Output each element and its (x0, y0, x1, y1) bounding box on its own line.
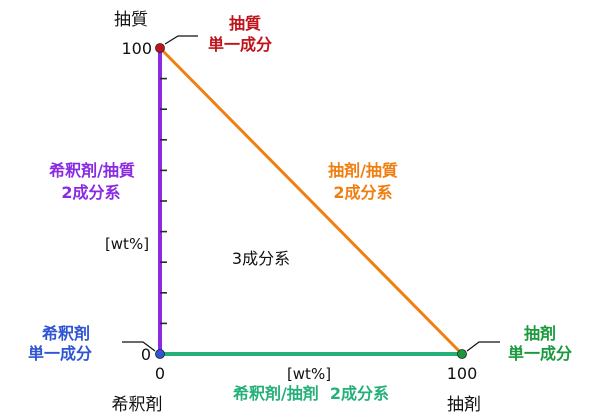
diluent-solute-label-line2: 2成分系 (61, 183, 120, 202)
extractant-solute-edge (158, 46, 464, 356)
tick-label-right: 100 (447, 364, 478, 383)
diluent-callout-line1: 希釈剤 (42, 324, 90, 343)
diluent-extractant-binary-label: 希釈剤/抽剤 2成分系 (233, 384, 389, 403)
tick-label-origin-x: 0 (155, 364, 165, 383)
ternary-region-label: 3成分系 (232, 249, 290, 268)
solute-callout-line2: 単一成分 (208, 35, 272, 54)
extractant-vertex-dot (457, 349, 467, 359)
tick-label-top: 100 (121, 39, 152, 58)
solute-callout-leader (164, 35, 198, 45)
diluent-solute-binary-label: 希釈剤/抽質 2成分系 (49, 161, 135, 202)
solute-vertex-dot (155, 43, 165, 53)
vertical-axis-title: 抽質 (114, 10, 148, 30)
horizontal-axis-left-title: 希釈剤 (112, 395, 163, 415)
vertical-axis-unit: [wt%] (105, 235, 149, 253)
horizontal-axis-right-title: 抽剤 (447, 395, 481, 415)
horizontal-axis-unit: [wt%] (287, 365, 331, 383)
vertical-axis-ticks (160, 77, 167, 325)
tick-label-origin-y: 0 (141, 345, 151, 364)
extractant-callout-line1: 抽剤 (524, 324, 556, 343)
extractant-solute-label-line1: 抽剤/抽質 (328, 161, 398, 180)
solute-callout-line1: 抽質 (229, 14, 261, 33)
diluent-callout-leader (122, 341, 156, 352)
extractant-callout-leader (466, 341, 500, 352)
extractant-callout-line2: 単一成分 (508, 344, 572, 363)
diluent-callout-line2: 単一成分 (28, 344, 92, 363)
extractant-solute-label-line2: 2成分系 (333, 183, 392, 202)
extractant-solute-binary-label: 抽剤/抽質 2成分系 (328, 161, 398, 202)
diluent-solute-label-line1: 希釈剤/抽質 (49, 161, 135, 180)
diluent-callout: 希釈剤 単一成分 (28, 324, 92, 363)
extractant-callout: 抽剤 単一成分 (508, 324, 572, 363)
solute-callout: 抽質 単一成分 (208, 14, 272, 54)
diluent-vertex-dot (155, 349, 165, 359)
